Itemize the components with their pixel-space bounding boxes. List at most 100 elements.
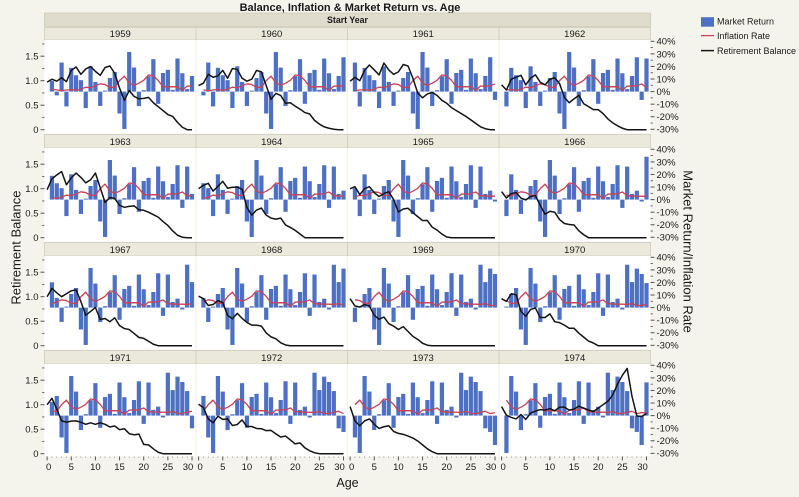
svg-text:0%: 0% bbox=[657, 195, 671, 206]
svg-text:20%: 20% bbox=[657, 62, 677, 73]
svg-text:20: 20 bbox=[290, 462, 301, 473]
svg-text:1967: 1967 bbox=[110, 245, 131, 256]
svg-text:0.5: 0.5 bbox=[25, 209, 38, 220]
svg-text:0%: 0% bbox=[657, 303, 671, 314]
svg-text:0: 0 bbox=[33, 449, 38, 460]
svg-text:1.5: 1.5 bbox=[25, 376, 38, 387]
svg-text:1960: 1960 bbox=[261, 29, 282, 40]
svg-text:10%: 10% bbox=[657, 74, 677, 85]
svg-text:0%: 0% bbox=[657, 411, 671, 422]
svg-text:0.5: 0.5 bbox=[25, 317, 38, 328]
svg-text:1.0: 1.0 bbox=[25, 76, 38, 87]
svg-text:20%: 20% bbox=[657, 170, 677, 181]
svg-text:1.5: 1.5 bbox=[25, 52, 38, 63]
svg-text:1968: 1968 bbox=[261, 245, 282, 256]
svg-text:Retirement Balance: Retirement Balance bbox=[9, 191, 24, 305]
svg-text:20: 20 bbox=[441, 462, 452, 473]
svg-text:1966: 1966 bbox=[564, 137, 585, 148]
svg-text:25: 25 bbox=[314, 462, 325, 473]
svg-text:1959: 1959 bbox=[110, 29, 131, 40]
svg-text:0: 0 bbox=[33, 341, 38, 352]
svg-text:10%: 10% bbox=[657, 398, 677, 409]
svg-text:30: 30 bbox=[183, 462, 194, 473]
svg-text:1.0: 1.0 bbox=[25, 400, 38, 411]
svg-text:25: 25 bbox=[466, 462, 477, 473]
svg-text:-10%: -10% bbox=[657, 100, 680, 111]
svg-text:0: 0 bbox=[33, 233, 38, 244]
svg-text:15: 15 bbox=[417, 462, 428, 473]
svg-text:10: 10 bbox=[90, 462, 101, 473]
svg-text:-10%: -10% bbox=[657, 424, 680, 435]
svg-text:0: 0 bbox=[197, 462, 202, 473]
svg-text:-30%: -30% bbox=[657, 125, 680, 136]
svg-text:1973: 1973 bbox=[413, 353, 434, 364]
svg-text:Age: Age bbox=[336, 476, 358, 490]
svg-text:15: 15 bbox=[114, 462, 125, 473]
svg-text:20: 20 bbox=[138, 462, 149, 473]
svg-text:40%: 40% bbox=[657, 361, 677, 372]
svg-text:15: 15 bbox=[266, 462, 277, 473]
svg-text:-30%: -30% bbox=[657, 233, 680, 244]
svg-text:30%: 30% bbox=[657, 49, 677, 60]
svg-text:20: 20 bbox=[593, 462, 604, 473]
svg-text:0.5: 0.5 bbox=[25, 425, 38, 436]
svg-text:40%: 40% bbox=[657, 37, 677, 48]
svg-text:1.0: 1.0 bbox=[25, 184, 38, 195]
svg-text:-20%: -20% bbox=[657, 328, 680, 339]
svg-text:10%: 10% bbox=[657, 290, 677, 301]
svg-text:1961: 1961 bbox=[413, 29, 434, 40]
svg-text:0%: 0% bbox=[657, 87, 671, 98]
svg-text:1964: 1964 bbox=[261, 137, 282, 148]
svg-text:40%: 40% bbox=[657, 145, 677, 156]
svg-text:30: 30 bbox=[334, 462, 345, 473]
svg-text:-20%: -20% bbox=[657, 112, 680, 123]
svg-text:15: 15 bbox=[569, 462, 580, 473]
svg-text:1970: 1970 bbox=[564, 245, 585, 256]
svg-text:1.5: 1.5 bbox=[25, 160, 38, 171]
svg-text:-10%: -10% bbox=[657, 316, 680, 327]
svg-text:25: 25 bbox=[617, 462, 628, 473]
svg-text:Inflation Rate: Inflation Rate bbox=[717, 31, 770, 41]
svg-text:0: 0 bbox=[46, 462, 51, 473]
svg-text:Start Year: Start Year bbox=[327, 15, 368, 25]
svg-text:1962: 1962 bbox=[564, 29, 585, 40]
svg-text:40%: 40% bbox=[657, 253, 677, 264]
svg-text:30%: 30% bbox=[657, 265, 677, 276]
svg-text:-20%: -20% bbox=[657, 220, 680, 231]
svg-text:Balance, Inflation & Market Re: Balance, Inflation & Market Return vs. A… bbox=[240, 2, 461, 14]
svg-text:1.5: 1.5 bbox=[25, 268, 38, 279]
svg-text:0: 0 bbox=[349, 462, 354, 473]
svg-text:-20%: -20% bbox=[657, 436, 680, 447]
svg-text:5: 5 bbox=[220, 462, 225, 473]
svg-text:10: 10 bbox=[545, 462, 556, 473]
svg-text:1972: 1972 bbox=[261, 353, 282, 364]
svg-text:-30%: -30% bbox=[657, 341, 680, 352]
svg-text:5: 5 bbox=[372, 462, 377, 473]
svg-text:1969: 1969 bbox=[413, 245, 434, 256]
svg-text:5: 5 bbox=[69, 462, 74, 473]
svg-text:0: 0 bbox=[33, 125, 38, 136]
svg-text:30: 30 bbox=[486, 462, 497, 473]
svg-text:0.5: 0.5 bbox=[25, 101, 38, 112]
svg-text:Market Return/Inflation Rate: Market Return/Inflation Rate bbox=[681, 170, 696, 333]
svg-text:1971: 1971 bbox=[110, 353, 131, 364]
svg-text:-10%: -10% bbox=[657, 208, 680, 219]
svg-text:1974: 1974 bbox=[564, 353, 585, 364]
svg-text:30%: 30% bbox=[657, 373, 677, 384]
svg-text:10: 10 bbox=[242, 462, 253, 473]
svg-text:20%: 20% bbox=[657, 278, 677, 289]
svg-text:Retirement Balance: Retirement Balance bbox=[717, 46, 796, 56]
svg-text:10: 10 bbox=[393, 462, 404, 473]
svg-text:10%: 10% bbox=[657, 182, 677, 193]
svg-text:0: 0 bbox=[500, 462, 505, 473]
svg-text:-30%: -30% bbox=[657, 449, 680, 460]
svg-text:1965: 1965 bbox=[413, 137, 434, 148]
svg-text:Market Return: Market Return bbox=[717, 17, 774, 27]
svg-text:25: 25 bbox=[163, 462, 174, 473]
svg-text:1963: 1963 bbox=[110, 137, 131, 148]
svg-text:5: 5 bbox=[523, 462, 528, 473]
svg-text:20%: 20% bbox=[657, 386, 677, 397]
svg-text:1.0: 1.0 bbox=[25, 292, 38, 303]
svg-text:30: 30 bbox=[637, 462, 648, 473]
svg-text:30%: 30% bbox=[657, 157, 677, 168]
